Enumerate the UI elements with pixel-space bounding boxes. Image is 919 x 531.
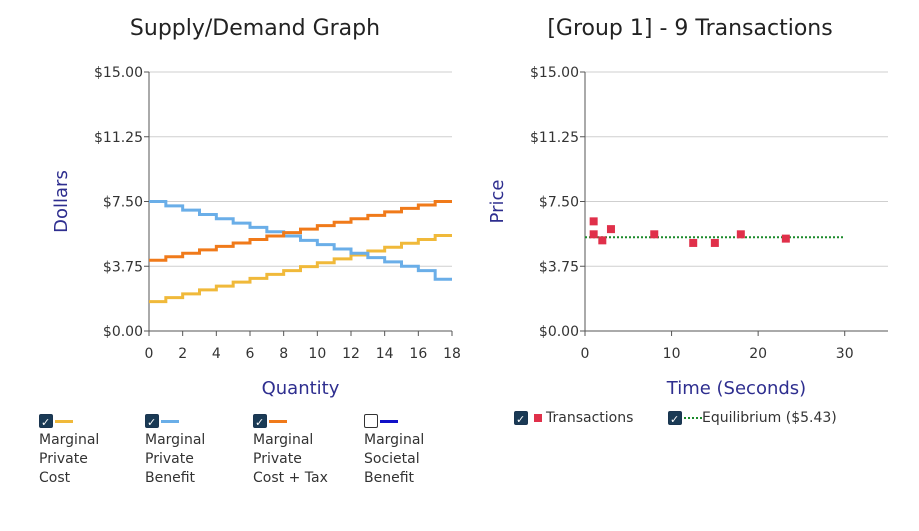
legend-swatch-msb <box>380 419 398 423</box>
x-axis-title: Quantity <box>262 378 340 399</box>
legend-swatch-mpc <box>55 419 73 423</box>
x-tick-label: 14 <box>376 346 394 362</box>
x-tick-label: 6 <box>246 346 255 362</box>
transaction-point <box>598 236 607 245</box>
x-axis-title: Time (Seconds) <box>666 378 806 399</box>
legend-swatch-mpb <box>161 419 179 423</box>
legend-label-line: Benefit <box>364 470 415 486</box>
series-line-2 <box>149 200 452 262</box>
legend-marginal-private-cost-tax[interactable]: Marginal Private Cost + Tax <box>253 412 328 488</box>
x-tick-label: 0 <box>145 346 154 362</box>
y-tick-label: $11.25 <box>530 130 579 146</box>
y-tick-label: $0.00 <box>103 324 143 340</box>
legend-label-line: Private <box>253 451 302 467</box>
legend-equilibrium[interactable]: Equilibrium ($5.43) <box>668 409 837 429</box>
legend-swatch-equilibrium <box>684 417 702 419</box>
legend-swatch-transactions <box>534 414 542 422</box>
legend-label-line: Societal <box>364 451 420 467</box>
y-tick-label: $15.00 <box>530 65 579 81</box>
legend-label-line: Private <box>39 451 88 467</box>
legend-checkbox-mpc[interactable] <box>39 413 53 432</box>
y-tick-label: $15.00 <box>94 65 143 81</box>
transaction-point <box>781 234 790 243</box>
x-tick-label: 2 <box>178 346 187 362</box>
legend-label-line: Marginal <box>364 432 425 448</box>
transaction-point <box>710 238 719 247</box>
right-chart-title: [Group 1] - 9 Transactions <box>547 16 833 41</box>
x-tick-label: 20 <box>749 346 767 362</box>
legend-label-line: Marginal <box>145 432 206 448</box>
transaction-point <box>606 225 615 234</box>
legend-label-transactions: Transactions <box>546 410 634 426</box>
left-chart-title: Supply/Demand Graph <box>129 16 381 41</box>
legend-transactions[interactable]: Transactions <box>514 409 634 429</box>
x-tick-label: 0 <box>581 346 590 362</box>
y-axis-title: Price <box>487 180 508 224</box>
legend-label-line: Benefit <box>145 470 196 486</box>
legend-checkbox-equilibrium[interactable] <box>668 410 682 429</box>
y-tick-label: $7.50 <box>103 195 143 211</box>
legend-swatch-mpct <box>269 419 287 423</box>
legend-label-line: Cost + Tax <box>253 470 328 486</box>
x-tick-label: 16 <box>409 346 427 362</box>
y-tick-label: $3.75 <box>539 259 579 275</box>
x-tick-label: 4 <box>212 346 221 362</box>
legend-label-line: Marginal <box>253 432 314 448</box>
x-tick-label: 18 <box>443 346 461 362</box>
series-line-0 <box>149 234 452 304</box>
y-tick-label: $7.50 <box>539 195 579 211</box>
legend-marginal-private-benefit[interactable]: Marginal Private Benefit <box>145 412 205 488</box>
transaction-point <box>589 217 598 226</box>
y-tick-label: $0.00 <box>539 324 579 340</box>
series-line-1 <box>149 200 452 281</box>
legend-marginal-societal-benefit[interactable]: Marginal Societal Benefit <box>364 412 424 488</box>
y-tick-label: $11.25 <box>94 130 143 146</box>
legend-label-equilibrium: Equilibrium ($5.43) <box>702 410 837 426</box>
x-tick-label: 12 <box>342 346 360 362</box>
transaction-point <box>689 238 698 247</box>
legend-checkbox-mpb[interactable] <box>145 413 159 432</box>
legend-checkbox-mpct[interactable] <box>253 413 267 432</box>
transaction-point <box>736 230 745 239</box>
legend-checkbox-msb[interactable] <box>364 414 378 428</box>
transaction-point <box>650 230 659 239</box>
x-tick-label: 8 <box>279 346 288 362</box>
x-tick-label: 10 <box>308 346 326 362</box>
legend-label-line: Private <box>145 451 194 467</box>
legend-checkbox-transactions[interactable] <box>514 410 528 429</box>
y-tick-label: $3.75 <box>103 259 143 275</box>
transaction-point <box>589 230 598 239</box>
y-axis-title: Dollars <box>51 170 72 233</box>
legend-label-line: Marginal <box>39 432 100 448</box>
legend-label-line: Cost <box>39 470 71 486</box>
legend-marginal-private-cost[interactable]: Marginal Private Cost <box>39 412 99 488</box>
x-tick-label: 10 <box>663 346 681 362</box>
x-tick-label: 30 <box>836 346 854 362</box>
